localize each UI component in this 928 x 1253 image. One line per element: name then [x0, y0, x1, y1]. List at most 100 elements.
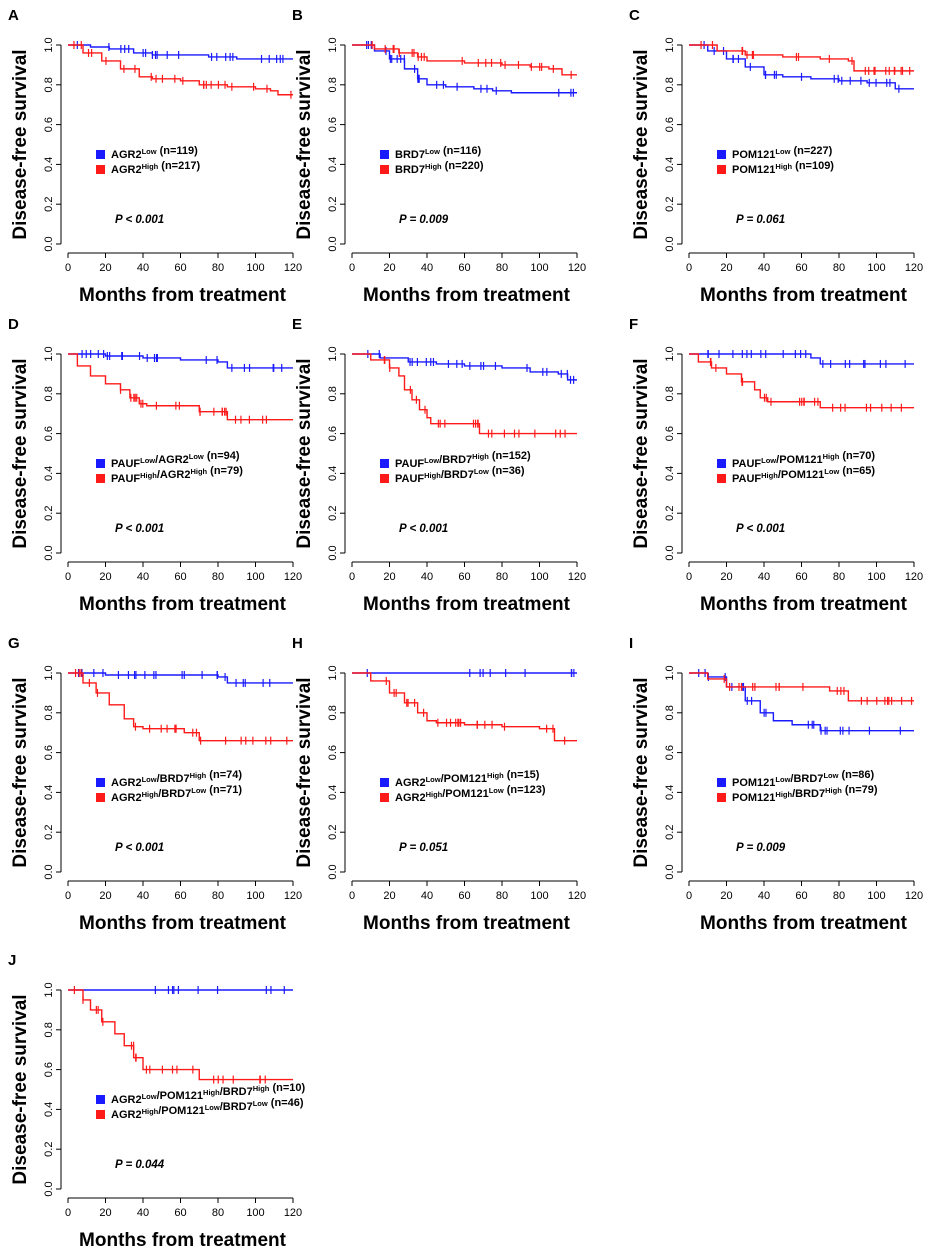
- legend-swatch-high: [96, 165, 105, 174]
- y-tick-label: 0.4: [43, 1102, 55, 1117]
- panel-j: J Disease-free survival Months from treatm…: [8, 952, 305, 1251]
- y-axis-label: Disease-free survival: [10, 49, 31, 239]
- x-tick-label: 0: [65, 262, 71, 274]
- x-tick-label: 80: [833, 262, 845, 274]
- legend-swatch-low: [96, 1095, 105, 1104]
- y-axis-label: Disease-free survival: [294, 49, 315, 239]
- legend-swatch-low: [380, 778, 389, 787]
- x-tick-label: 100: [530, 571, 548, 583]
- x-tick-label: 100: [867, 571, 885, 583]
- x-tick-label: 80: [833, 890, 845, 902]
- legend-label: AGR2High/BRD7Low (n=71): [111, 784, 242, 804]
- legend-label: BRD7Low (n=116): [395, 145, 482, 161]
- y-tick-label: 0.4: [43, 466, 55, 481]
- x-tick-label: 40: [758, 890, 770, 902]
- x-tick-label: 100: [867, 262, 885, 274]
- x-tick-label: 60: [174, 1207, 186, 1219]
- y-tick-label: 0.2: [327, 506, 339, 521]
- x-tick-label: 20: [720, 262, 732, 274]
- y-tick-label: 0.6: [43, 745, 55, 760]
- y-tick-label: 0.4: [43, 157, 55, 172]
- legend-swatch-low: [717, 150, 726, 159]
- survival-curve-high: [68, 672, 293, 742]
- x-tick-label: 20: [383, 262, 395, 274]
- x-tick-label: 80: [496, 262, 508, 274]
- legend-swatch-high: [717, 793, 726, 802]
- x-tick-label: 120: [568, 262, 586, 274]
- y-tick-label: 0.0: [664, 236, 676, 251]
- legend-swatch-low: [96, 778, 105, 787]
- panel-letter: G: [8, 635, 20, 652]
- x-tick-label: 80: [496, 571, 508, 583]
- legend-swatch-low: [380, 150, 389, 159]
- x-tick-label: 0: [349, 890, 355, 902]
- y-tick-label: 0.0: [43, 864, 55, 879]
- y-tick-label: 0.8: [664, 386, 676, 401]
- y-axis-label: Disease-free survival: [631, 358, 652, 548]
- y-axis-label: Disease-free survival: [631, 49, 652, 239]
- y-tick-label: 0.2: [327, 197, 339, 212]
- x-tick-label: 0: [65, 890, 71, 902]
- survival-curve-high: [352, 353, 577, 435]
- x-tick-label: 40: [421, 571, 433, 583]
- panel-letter: E: [292, 316, 302, 333]
- y-tick-label: 1.0: [43, 37, 55, 52]
- x-tick-label: 40: [758, 262, 770, 274]
- legend-swatch-low: [96, 459, 105, 468]
- p-value: P = 0.009: [736, 842, 786, 854]
- survival-curve-low: [689, 672, 914, 732]
- panel-f: F Disease-free survival Months from treatm…: [629, 316, 923, 615]
- survival-curve-high: [68, 989, 293, 1081]
- panel-letter: D: [8, 316, 19, 333]
- panel-letter: C: [629, 7, 640, 24]
- p-value: P = 0.051: [399, 842, 448, 854]
- legend-swatch-low: [717, 778, 726, 787]
- survival-curve-low: [68, 672, 293, 684]
- y-tick-label: 1.0: [327, 37, 339, 52]
- y-axis-label: Disease-free survival: [10, 677, 31, 867]
- y-tick-label: 0.0: [43, 1181, 55, 1196]
- x-tick-label: 20: [99, 262, 111, 274]
- survival-curve-high: [689, 672, 914, 702]
- x-tick-label: 60: [174, 262, 186, 274]
- x-tick-label: 0: [65, 1207, 71, 1219]
- x-tick-label: 40: [421, 890, 433, 902]
- legend-label: AGR2Low (n=119): [111, 145, 198, 161]
- x-tick-label: 0: [686, 890, 692, 902]
- panel-e: E Disease-free survival Months from treatm…: [292, 316, 586, 615]
- y-tick-label: 1.0: [43, 665, 55, 680]
- y-tick-label: 0.6: [664, 117, 676, 132]
- x-tick-label: 40: [137, 890, 149, 902]
- y-tick-label: 1.0: [327, 665, 339, 680]
- p-value: P = 0.061: [736, 214, 785, 226]
- survival-curve-high: [689, 44, 914, 72]
- y-axis-label: Disease-free survival: [631, 677, 652, 867]
- panel-b: B Disease-free survival Months from treatm…: [292, 7, 586, 306]
- legend-swatch-high: [717, 165, 726, 174]
- y-tick-label: 0.6: [327, 117, 339, 132]
- y-tick-label: 0.0: [43, 236, 55, 251]
- legend-label: POM121Low/BRD7Low (n=86): [732, 769, 875, 789]
- x-tick-label: 80: [212, 571, 224, 583]
- legend-label: AGR2High/POM121Low (n=123): [395, 784, 546, 804]
- x-axis-label: Months from treatment: [79, 285, 287, 306]
- x-tick-label: 20: [99, 571, 111, 583]
- panel-letter: I: [629, 635, 633, 652]
- panel-letter: J: [8, 952, 16, 969]
- x-tick-label: 120: [568, 890, 586, 902]
- legend-label: AGR2Low/POM121High/BRD7High (n=10): [111, 1082, 305, 1106]
- y-tick-label: 0.4: [664, 785, 676, 800]
- x-tick-label: 100: [530, 262, 548, 274]
- y-tick-label: 1.0: [43, 982, 55, 997]
- x-axis-label: Months from treatment: [700, 285, 908, 306]
- x-tick-label: 100: [246, 571, 264, 583]
- legend-label: POM121High (n=109): [732, 160, 834, 176]
- x-tick-label: 20: [99, 890, 111, 902]
- y-tick-label: 0.4: [664, 466, 676, 481]
- x-axis-label: Months from treatment: [363, 913, 571, 934]
- x-axis-label: Months from treatment: [363, 285, 571, 306]
- p-value: P = 0.009: [399, 214, 449, 226]
- x-tick-label: 120: [284, 571, 302, 583]
- y-axis-label: Disease-free survival: [294, 677, 315, 867]
- legend-label: PAUFHigh/AGR2High (n=79): [111, 465, 243, 485]
